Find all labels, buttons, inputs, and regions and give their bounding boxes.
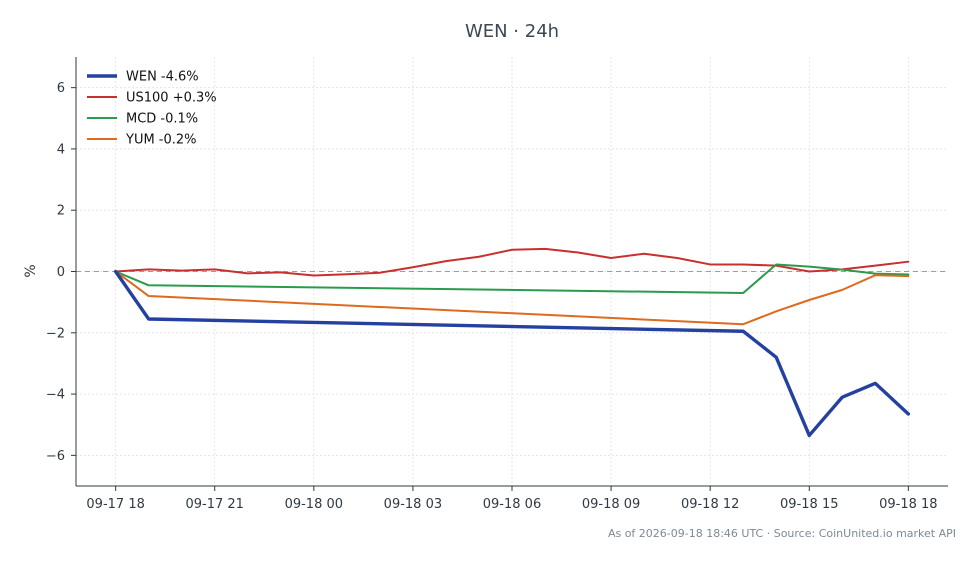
- x-tick-label: 09-18 18: [879, 497, 937, 512]
- x-tick-label: 09-18 12: [681, 497, 739, 512]
- y-tick-label: 0: [57, 265, 65, 280]
- y-tick-label: −4: [46, 388, 65, 403]
- y-axis-label: %: [23, 264, 39, 277]
- x-tick-label: 09-18 00: [285, 497, 343, 512]
- x-tick-label: 09-18 09: [582, 497, 640, 512]
- y-tick-label: 2: [57, 204, 65, 219]
- series-line-wen: [113, 269, 911, 438]
- legend-label-yum: YUM -0.2%: [125, 133, 197, 148]
- y-tick-label: 4: [57, 142, 65, 157]
- x-tick-label: 09-18 15: [780, 497, 838, 512]
- series-line-mcd: [114, 263, 910, 294]
- y-tick-label: 6: [57, 81, 65, 96]
- x-tick-label: 09-18 03: [384, 497, 442, 512]
- series-line-yum: [114, 270, 910, 326]
- x-tick-label: 09-17 21: [186, 497, 244, 512]
- source-footer: As of 2026-09-18 18:46 UTC · Source: Coi…: [608, 527, 956, 540]
- x-tick-label: 09-18 06: [483, 497, 541, 512]
- y-ticks: 6 4 2 0 −2 −4 −6: [46, 81, 76, 464]
- x-ticks: 09-17 18 09-17 21 09-18 00 09-18 03 09-18 06…: [86, 486, 938, 512]
- legend-label-wen: WEN -4.6%: [126, 70, 199, 85]
- legend-label-mcd: MCD -0.1%: [126, 112, 198, 127]
- chart-title: WEN · 24h: [465, 21, 559, 42]
- x-tick-label: 09-17 18: [86, 497, 144, 512]
- y-tick-label: −6: [46, 449, 65, 464]
- legend: WEN -4.6% US100 +0.3% MCD -0.1% YUM -0.2%: [87, 70, 217, 148]
- legend-label-us100: US100 +0.3%: [126, 91, 217, 106]
- y-tick-label: −2: [46, 326, 65, 341]
- series-lines: [113, 247, 911, 438]
